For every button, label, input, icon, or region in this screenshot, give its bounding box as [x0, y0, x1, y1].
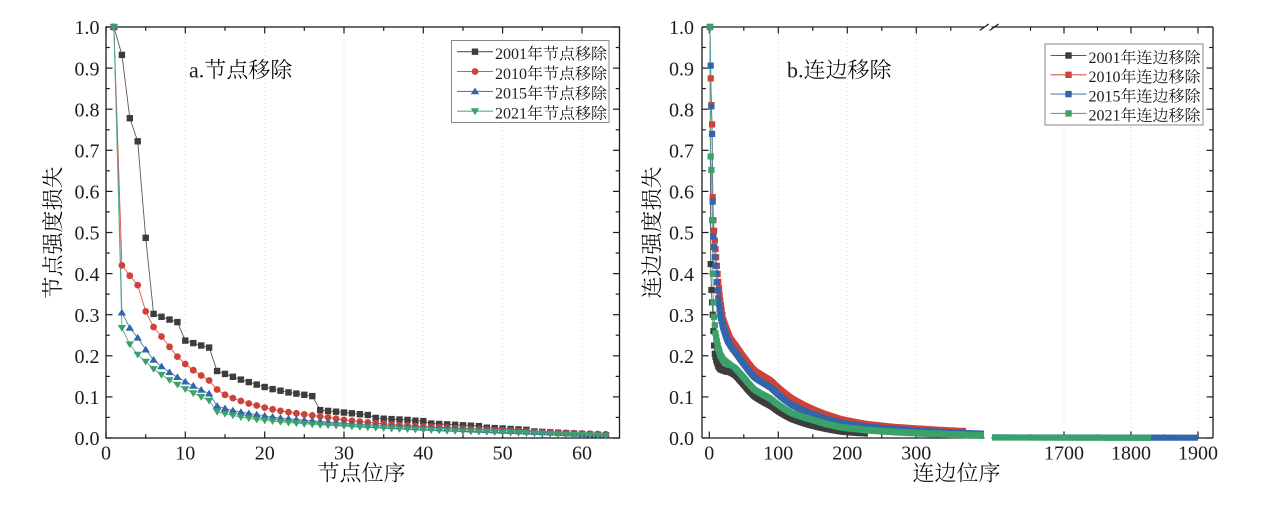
- svg-text:0: 0: [101, 443, 111, 465]
- svg-text:0.6: 0.6: [75, 182, 100, 204]
- svg-text:20: 20: [255, 443, 275, 465]
- svg-text:0.2: 0.2: [669, 346, 694, 368]
- svg-text:0.3: 0.3: [75, 305, 100, 327]
- svg-text:200: 200: [832, 443, 862, 465]
- svg-text:2015: 2015: [1089, 88, 1121, 105]
- svg-text:0.9: 0.9: [75, 58, 100, 80]
- svg-text:2001: 2001: [495, 46, 527, 63]
- svg-text:0: 0: [704, 443, 714, 465]
- svg-text:2021: 2021: [495, 106, 527, 123]
- svg-text:0.0: 0.0: [669, 428, 694, 450]
- svg-text:0.8: 0.8: [669, 99, 694, 121]
- svg-text:2015: 2015: [495, 86, 527, 103]
- svg-text:1900: 1900: [1178, 443, 1218, 465]
- svg-text:0.7: 0.7: [75, 141, 100, 163]
- svg-text:1800: 1800: [1111, 443, 1151, 465]
- svg-text:1.0: 1.0: [669, 17, 694, 39]
- svg-text:0.1: 0.1: [669, 387, 694, 409]
- svg-text:1700: 1700: [1044, 443, 1084, 465]
- svg-text:10: 10: [175, 443, 195, 465]
- svg-text:60: 60: [572, 443, 592, 465]
- svg-text:a.: a.: [189, 58, 204, 83]
- svg-text:0.3: 0.3: [669, 305, 694, 327]
- svg-text:0.5: 0.5: [669, 223, 694, 245]
- svg-text:b.: b.: [787, 58, 804, 83]
- svg-text:0.5: 0.5: [75, 223, 100, 245]
- svg-text:100: 100: [763, 443, 793, 465]
- svg-text:0.4: 0.4: [669, 264, 694, 286]
- svg-text:40: 40: [413, 443, 433, 465]
- svg-text:0.6: 0.6: [669, 182, 694, 204]
- svg-text:0.9: 0.9: [669, 58, 694, 80]
- svg-text:0.2: 0.2: [75, 346, 100, 368]
- svg-text:50: 50: [493, 443, 513, 465]
- svg-text:0.4: 0.4: [75, 264, 100, 286]
- svg-text:0.7: 0.7: [669, 141, 694, 163]
- svg-text:0.1: 0.1: [75, 387, 100, 409]
- svg-text:2021: 2021: [1089, 108, 1121, 125]
- svg-text:2010: 2010: [495, 66, 527, 83]
- svg-text:1.0: 1.0: [75, 17, 100, 39]
- svg-text:300: 300: [901, 443, 931, 465]
- svg-text:2010: 2010: [1089, 69, 1121, 86]
- svg-text:2001: 2001: [1089, 50, 1121, 67]
- svg-text:30: 30: [334, 443, 354, 465]
- svg-text:0.0: 0.0: [75, 428, 100, 450]
- svg-text:0.8: 0.8: [75, 99, 100, 121]
